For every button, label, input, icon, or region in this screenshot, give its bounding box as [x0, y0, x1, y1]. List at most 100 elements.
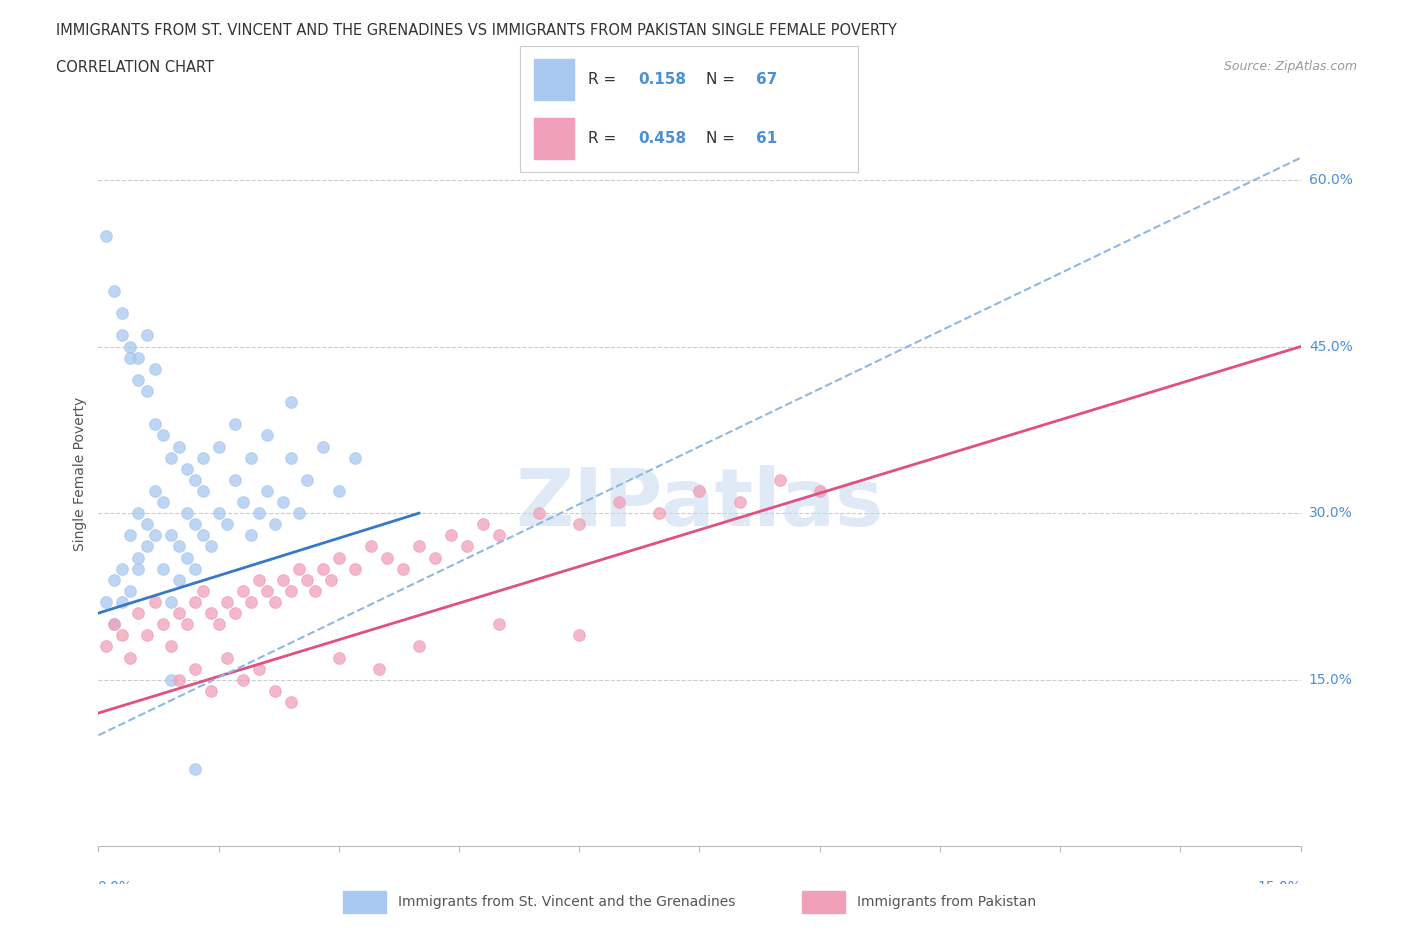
Text: 15.0%: 15.0% [1258, 880, 1302, 894]
Point [263, 684, 285, 698]
Point [103, 572, 125, 587]
Point [288, 561, 311, 576]
Point [280, 695, 302, 710]
Bar [534, 60, 574, 100]
Point [295, 572, 318, 587]
Point [167, 672, 190, 687]
Point [328, 551, 350, 565]
Text: R =: R = [588, 73, 621, 87]
Point [247, 506, 270, 521]
Point [312, 561, 335, 576]
Point [159, 639, 181, 654]
Point [128, 506, 150, 521]
Point [247, 661, 270, 676]
Point [111, 594, 134, 609]
Point [176, 551, 198, 565]
Text: 0.158: 0.158 [638, 73, 686, 87]
Point [440, 528, 463, 543]
Point [215, 650, 238, 665]
Text: 30.0%: 30.0% [1309, 506, 1353, 520]
Point [343, 450, 366, 465]
Point [304, 583, 326, 598]
Point [183, 517, 205, 532]
Point [239, 528, 262, 543]
Point [191, 484, 214, 498]
Point [167, 439, 190, 454]
Text: IMMIGRANTS FROM ST. VINCENT AND THE GRENADINES VS IMMIGRANTS FROM PAKISTAN SINGL: IMMIGRANTS FROM ST. VINCENT AND THE GREN… [56, 23, 897, 38]
Point [808, 484, 831, 498]
Point [159, 672, 181, 687]
Point [688, 484, 710, 498]
Point [183, 561, 205, 576]
Point [111, 306, 134, 321]
Point [143, 362, 166, 377]
Point [609, 495, 631, 510]
Text: Source: ZipAtlas.com: Source: ZipAtlas.com [1223, 60, 1357, 73]
Point [135, 517, 157, 532]
Point [224, 417, 246, 432]
Point [224, 472, 246, 487]
Point [263, 594, 285, 609]
Text: 45.0%: 45.0% [1309, 339, 1353, 353]
Point [183, 472, 205, 487]
Point [103, 617, 125, 631]
Bar [801, 891, 845, 913]
Point [288, 506, 311, 521]
Point [408, 539, 430, 554]
Point [232, 583, 254, 598]
Point [143, 528, 166, 543]
Point [360, 539, 382, 554]
Point [111, 328, 134, 343]
Point [120, 351, 142, 365]
Point [295, 472, 318, 487]
Point [239, 594, 262, 609]
Bar [343, 891, 385, 913]
Point [135, 328, 157, 343]
Point [568, 517, 591, 532]
Point [208, 506, 231, 521]
Text: 0.458: 0.458 [638, 131, 686, 146]
Point [271, 495, 294, 510]
Point [143, 594, 166, 609]
Text: 67: 67 [756, 73, 778, 87]
Point [167, 539, 190, 554]
Text: 15.0%: 15.0% [1309, 672, 1353, 686]
Point [103, 617, 125, 631]
Point [159, 450, 181, 465]
Point [103, 284, 125, 299]
Y-axis label: Single Female Poverty: Single Female Poverty [73, 397, 87, 551]
Point [167, 572, 190, 587]
Point [128, 551, 150, 565]
Point [167, 605, 190, 620]
Point [256, 583, 278, 598]
Point [488, 528, 510, 543]
Point [208, 439, 231, 454]
Point [120, 650, 142, 665]
Point [215, 594, 238, 609]
Bar [534, 118, 574, 160]
Point [159, 528, 181, 543]
Point [128, 373, 150, 388]
Point [200, 605, 222, 620]
Point [280, 583, 302, 598]
Point [143, 484, 166, 498]
Point [224, 605, 246, 620]
Point [152, 428, 174, 443]
Text: 61: 61 [756, 131, 778, 146]
Text: ZIPatlas: ZIPatlas [516, 465, 883, 543]
Point [271, 572, 294, 587]
Point [392, 561, 415, 576]
Bar [534, 60, 574, 100]
Point [232, 672, 254, 687]
Point [183, 594, 205, 609]
Text: R =: R = [588, 131, 621, 146]
Point [280, 394, 302, 409]
Point [120, 528, 142, 543]
Point [191, 528, 214, 543]
Point [191, 450, 214, 465]
Point [408, 639, 430, 654]
Point [247, 572, 270, 587]
Point [120, 583, 142, 598]
Bar [534, 118, 574, 160]
Point [120, 339, 142, 354]
